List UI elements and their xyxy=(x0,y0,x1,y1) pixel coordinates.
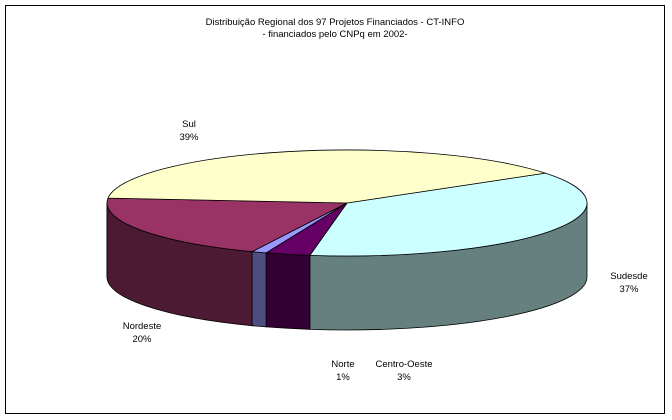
chart-title: Distribuição Regional dos 97 Projetos Fi… xyxy=(205,17,465,28)
slice-side-norte xyxy=(251,251,267,328)
slice-percent-sudesde: 37% xyxy=(619,284,639,295)
chart-subtitle: - financiados pelo CNPq em 2002- xyxy=(262,29,408,40)
slice-nordeste xyxy=(106,197,348,253)
slice-label-sul: Sul 39% xyxy=(179,118,198,144)
slice-name-norte: Norte xyxy=(331,359,355,370)
slice-label-centro-oeste: Centro-Oeste 3% xyxy=(375,358,432,384)
slice-name-nordeste: Nordeste xyxy=(122,321,162,332)
slice-percent-norte: 1% xyxy=(336,372,350,383)
slice-sudesde xyxy=(309,172,588,257)
slice-name-sul: Sul xyxy=(182,119,196,130)
slice-label-sudesde: Sudesde 37% xyxy=(610,270,648,296)
slice-name-centro-oeste: Centro-Oeste xyxy=(375,359,433,370)
slice-sul xyxy=(107,149,546,204)
slice-side-centro-oeste xyxy=(265,252,311,330)
slice-percent-sul: 39% xyxy=(179,132,199,143)
slice-percent-centro-oeste: 3% xyxy=(397,372,411,383)
slice-percent-nordeste: 20% xyxy=(132,334,152,345)
slice-label-nordeste: Nordeste 20% xyxy=(123,320,162,346)
chart-title-block: Distribuição Regional dos 97 Projetos Fi… xyxy=(6,17,664,41)
slice-label-norte: Norte 1% xyxy=(331,358,354,384)
slice-name-sudesde: Sudesde xyxy=(610,271,648,282)
